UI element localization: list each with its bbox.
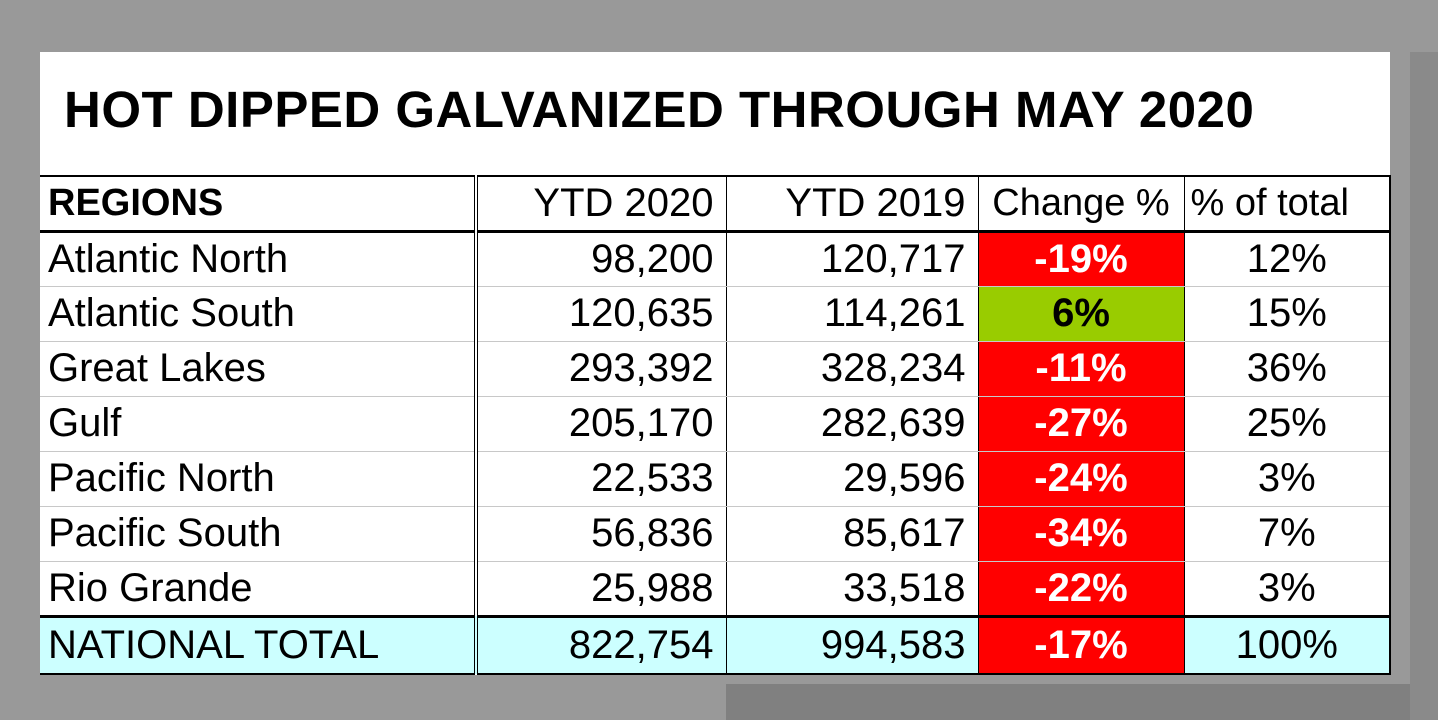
- region-cell: Gulf: [40, 396, 478, 452]
- ytd-2020-cell: 22,533: [476, 451, 727, 507]
- change-cell: 6%: [978, 286, 1185, 342]
- header-regions: REGIONS: [40, 175, 478, 233]
- ytd-2020-cell: 56,836: [476, 506, 727, 562]
- header-share: % of total: [1184, 175, 1391, 233]
- ytd-2019-cell: 114,261: [726, 286, 979, 342]
- region-cell: Pacific South: [40, 506, 478, 562]
- share-cell: 7%: [1184, 506, 1391, 562]
- table-row: Atlantic South 120,635 114,261 6% 15%: [40, 286, 1391, 342]
- ytd-2020-cell: 205,170: [476, 396, 727, 452]
- background-shade: [1410, 52, 1438, 720]
- table-row: Gulf 205,170 282,639 -27% 25%: [40, 396, 1391, 452]
- share-cell: 100%: [1184, 614, 1391, 675]
- ytd-2019-cell: 328,234: [726, 341, 979, 397]
- header-ytd-2020: YTD 2020: [476, 175, 727, 233]
- table-row: Great Lakes 293,392 328,234 -11% 36%: [40, 341, 1391, 397]
- ytd-2019-cell: 282,639: [726, 396, 979, 452]
- ytd-2020-cell: 120,635: [476, 286, 727, 342]
- change-cell: -27%: [978, 396, 1185, 452]
- region-cell: Atlantic South: [40, 286, 478, 342]
- regions-table: REGIONS YTD 2020 YTD 2019 Change % % of …: [40, 175, 1391, 675]
- page-title: HOT DIPPED GALVANIZED THROUGH MAY 2020: [64, 81, 1255, 138]
- total-row: NATIONAL TOTAL 822,754 994,583 -17% 100%: [40, 614, 1391, 675]
- ytd-2019-cell: 120,717: [726, 231, 979, 287]
- share-cell: 25%: [1184, 396, 1391, 452]
- change-cell: -17%: [978, 614, 1185, 675]
- change-cell: -34%: [978, 506, 1185, 562]
- share-cell: 3%: [1184, 561, 1391, 617]
- change-cell: -24%: [978, 451, 1185, 507]
- ytd-2019-cell: 29,596: [726, 451, 979, 507]
- background-shade: [726, 684, 1438, 720]
- region-cell: NATIONAL TOTAL: [40, 614, 478, 675]
- table-row: Atlantic North 98,200 120,717 -19% 12%: [40, 231, 1391, 287]
- table-row: Rio Grande 25,988 33,518 -22% 3%: [40, 561, 1391, 617]
- change-cell: -11%: [978, 341, 1185, 397]
- share-cell: 3%: [1184, 451, 1391, 507]
- change-cell: -19%: [978, 231, 1185, 287]
- table-row: Pacific South 56,836 85,617 -34% 7%: [40, 506, 1391, 562]
- title-panel: [40, 52, 1390, 176]
- ytd-2019-cell: 994,583: [726, 614, 979, 675]
- share-cell: 15%: [1184, 286, 1391, 342]
- ytd-2020-cell: 293,392: [476, 341, 727, 397]
- ytd-2020-cell: 25,988: [476, 561, 727, 617]
- share-cell: 12%: [1184, 231, 1391, 287]
- ytd-2020-cell: 822,754: [476, 614, 727, 675]
- change-cell: -22%: [978, 561, 1185, 617]
- region-cell: Rio Grande: [40, 561, 478, 617]
- region-cell: Pacific North: [40, 451, 478, 507]
- share-cell: 36%: [1184, 341, 1391, 397]
- ytd-2019-cell: 33,518: [726, 561, 979, 617]
- region-cell: Great Lakes: [40, 341, 478, 397]
- table-row: Pacific North 22,533 29,596 -24% 3%: [40, 451, 1391, 507]
- header-change: Change %: [978, 175, 1185, 233]
- header-row: REGIONS YTD 2020 YTD 2019 Change % % of …: [40, 175, 1391, 233]
- region-cell: Atlantic North: [40, 231, 478, 287]
- header-ytd-2019: YTD 2019: [726, 175, 979, 233]
- ytd-2020-cell: 98,200: [476, 231, 727, 287]
- ytd-2019-cell: 85,617: [726, 506, 979, 562]
